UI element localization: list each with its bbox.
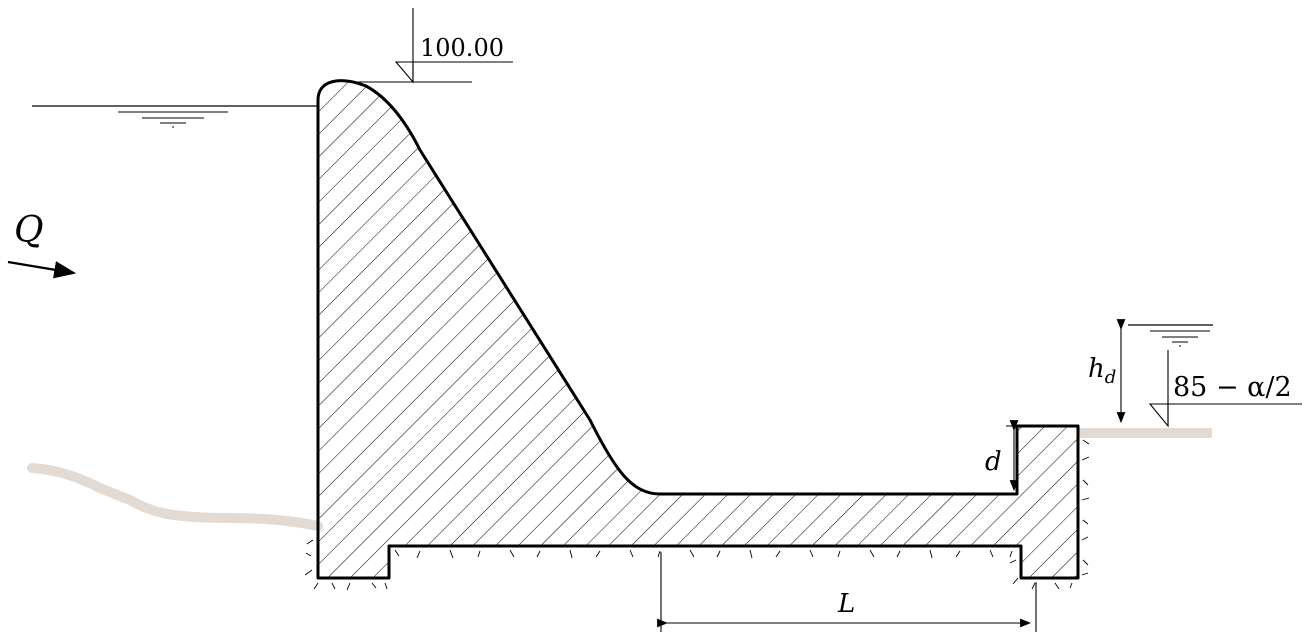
tailwater-depth-label: hd (1088, 354, 1116, 388)
step-height-dimension (1006, 420, 1030, 492)
flow-arrow (7, 260, 77, 279)
crest-elevation-label: 100.00 (420, 34, 504, 62)
flow-label: Q (14, 210, 44, 251)
upstream-water-symbol (118, 111, 228, 128)
dam-body (316, 79, 1080, 580)
tailwater-elevation-label: 85 − α/2 (1173, 372, 1292, 403)
step-height-label: d (985, 447, 1002, 477)
foundation-texture (304, 439, 1090, 591)
crest-elevation-marker (357, 8, 513, 84)
upstream-ground (27, 463, 323, 531)
apron-length-dimension (657, 552, 1037, 632)
tailwater-water-symbol (1150, 330, 1210, 347)
tailwater-elevation-marker (1148, 350, 1302, 428)
apron-length-label: L (837, 589, 855, 619)
